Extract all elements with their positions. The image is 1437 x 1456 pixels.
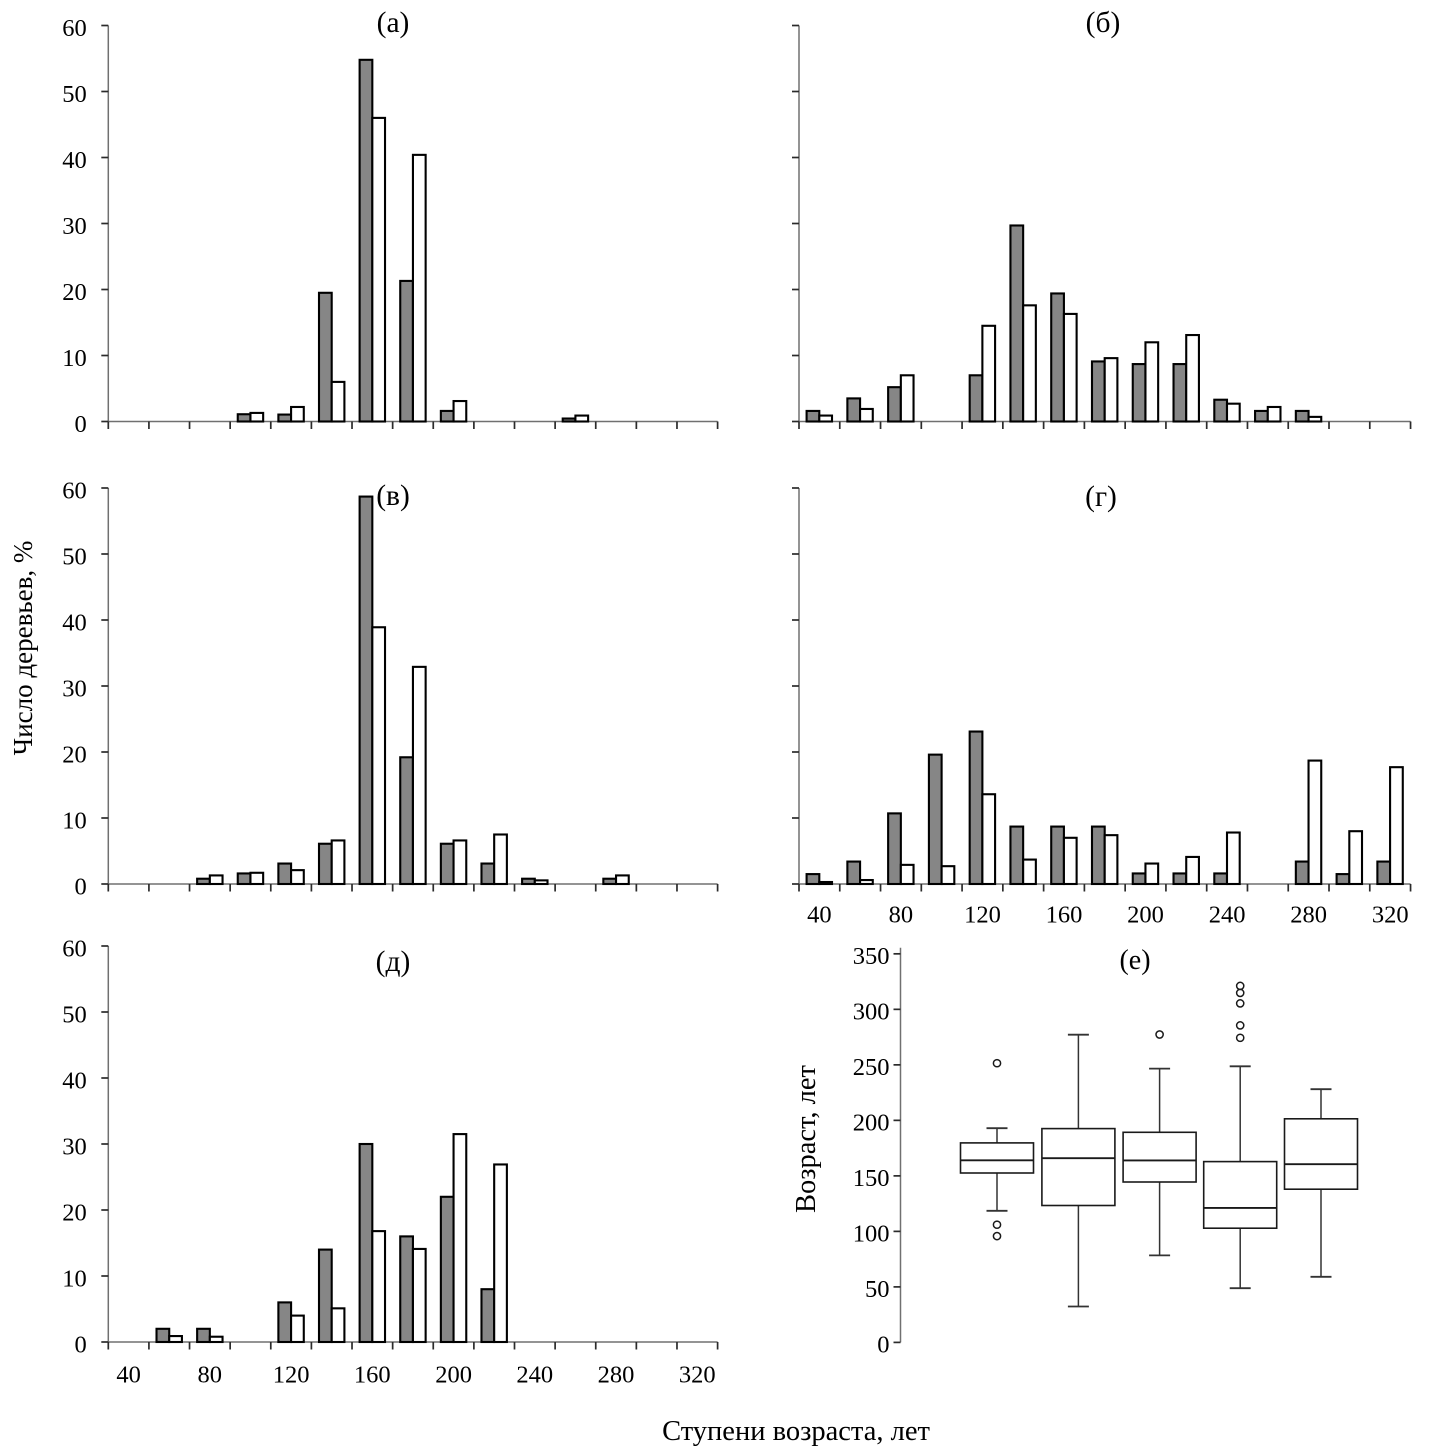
svg-text:10: 10 [62,345,87,372]
svg-text:20: 20 [62,279,87,306]
svg-text:50: 50 [62,81,87,108]
svg-text:160: 160 [1046,902,1083,929]
svg-text:20: 20 [62,741,87,768]
svg-text:40: 40 [62,609,87,636]
svg-text:30: 30 [62,1133,87,1160]
svg-text:0: 0 [877,1332,889,1359]
svg-text:350: 350 [853,943,890,970]
svg-text:40: 40 [807,902,832,929]
svg-text:120: 120 [273,1362,310,1389]
svg-text:150: 150 [853,1165,890,1192]
svg-text:320: 320 [1372,902,1409,929]
svg-text:200: 200 [853,1110,890,1137]
svg-text:60: 60 [62,15,87,42]
svg-text:320: 320 [679,1362,716,1389]
svg-text:80: 80 [889,902,914,929]
svg-text:200: 200 [1127,902,1164,929]
svg-text:240: 240 [516,1362,553,1389]
svg-text:Ступени возраста, лет: Ступени возраста, лет [662,1416,930,1447]
svg-text:20: 20 [62,1199,87,1226]
svg-text:40: 40 [62,147,87,174]
svg-text:100: 100 [853,1221,890,1248]
svg-text:(е): (е) [1119,945,1150,976]
svg-text:40: 40 [116,1362,141,1389]
svg-text:160: 160 [354,1362,391,1389]
svg-text:50: 50 [62,1001,87,1028]
svg-text:250: 250 [853,1054,890,1081]
svg-text:Возраст, лет: Возраст, лет [791,1064,822,1213]
svg-text:(г): (г) [1085,481,1117,513]
svg-text:60: 60 [62,935,87,962]
svg-text:50: 50 [865,1276,890,1303]
svg-text:40: 40 [62,1067,87,1094]
svg-text:(а): (а) [377,7,410,39]
svg-text:80: 80 [198,1362,223,1389]
svg-text:30: 30 [62,675,87,702]
svg-text:10: 10 [62,1265,87,1292]
svg-text:200: 200 [435,1362,472,1389]
svg-text:50: 50 [62,543,87,570]
svg-text:0: 0 [75,873,87,900]
svg-text:280: 280 [1290,902,1327,929]
svg-text:300: 300 [853,999,890,1026]
svg-text:120: 120 [964,902,1001,929]
svg-text:30: 30 [62,213,87,240]
svg-text:(б): (б) [1086,7,1121,39]
svg-text:10: 10 [62,807,87,834]
svg-text:(в): (в) [376,480,410,512]
svg-text:(д): (д) [376,946,411,978]
svg-text:Число деревьев, %: Число деревьев, % [8,541,38,756]
svg-text:0: 0 [75,411,87,438]
svg-text:0: 0 [75,1331,87,1358]
svg-text:60: 60 [62,477,87,504]
svg-text:240: 240 [1209,902,1246,929]
svg-text:280: 280 [598,1362,635,1389]
